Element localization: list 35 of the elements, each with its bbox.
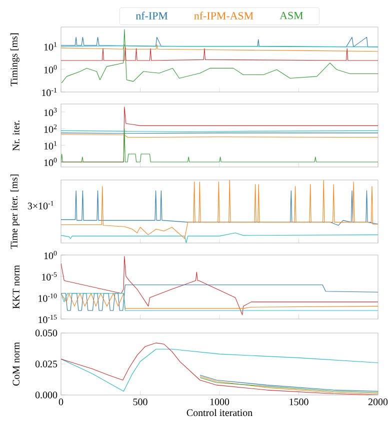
y-tick-label: 10$^{0}$	[44, 64, 57, 74]
y-tick-label: 0.050	[35, 330, 58, 336]
x-tick-label: 2000	[368, 398, 388, 406]
y-axis-title: CoM norm	[12, 342, 20, 386]
y-tick-label: 10$^{3}$	[44, 108, 57, 116]
series-label: nf-IPM	[136, 12, 168, 20]
line-series	[61, 44, 378, 52]
y-axis-title: Nr. iter.	[12, 120, 20, 151]
line-series	[61, 256, 378, 316]
x-axis-title: Control iteration	[186, 409, 252, 416]
y-tick-label: 0.025	[35, 360, 58, 368]
y-tick-label: 10$^{1}$	[44, 141, 57, 150]
y-tick-label: 10$^{-15}$	[38, 314, 57, 324]
line-series	[61, 47, 378, 61]
y-tick-label: 10$^{-1}$	[42, 88, 57, 96]
x-tick-label: 0	[58, 398, 64, 406]
x-tick-label: 1500	[290, 398, 308, 406]
y-tick-label: 10$^{2}$	[44, 124, 57, 133]
line-series	[61, 348, 378, 392]
line-series	[61, 29, 378, 84]
y-axis-title: Timings [ms]	[10, 33, 20, 86]
y-tick-label: 10$^{0}$	[44, 250, 57, 260]
line-series	[61, 128, 378, 162]
y-tick-label: 10$^{1}$	[44, 42, 57, 50]
text: 3×10$^{-1}$	[28, 201, 54, 210]
y-tick-label: 10$^{0}$	[44, 158, 57, 166]
x-tick-label: 1000	[210, 398, 230, 406]
x-tick-label: 500	[133, 398, 148, 406]
y-tick-label: 10$^{-10}$	[38, 293, 57, 302]
text: ASM	[280, 12, 304, 20]
y-tick-label: 10$^{-5}$	[42, 272, 57, 280]
text: nf-IPM-ASM	[194, 12, 254, 20]
y-axis-title: Time per iter. [ms]	[10, 174, 20, 249]
y-axis-title: KKT norm	[12, 265, 20, 309]
y-tick-label: 0.000	[35, 392, 58, 398]
